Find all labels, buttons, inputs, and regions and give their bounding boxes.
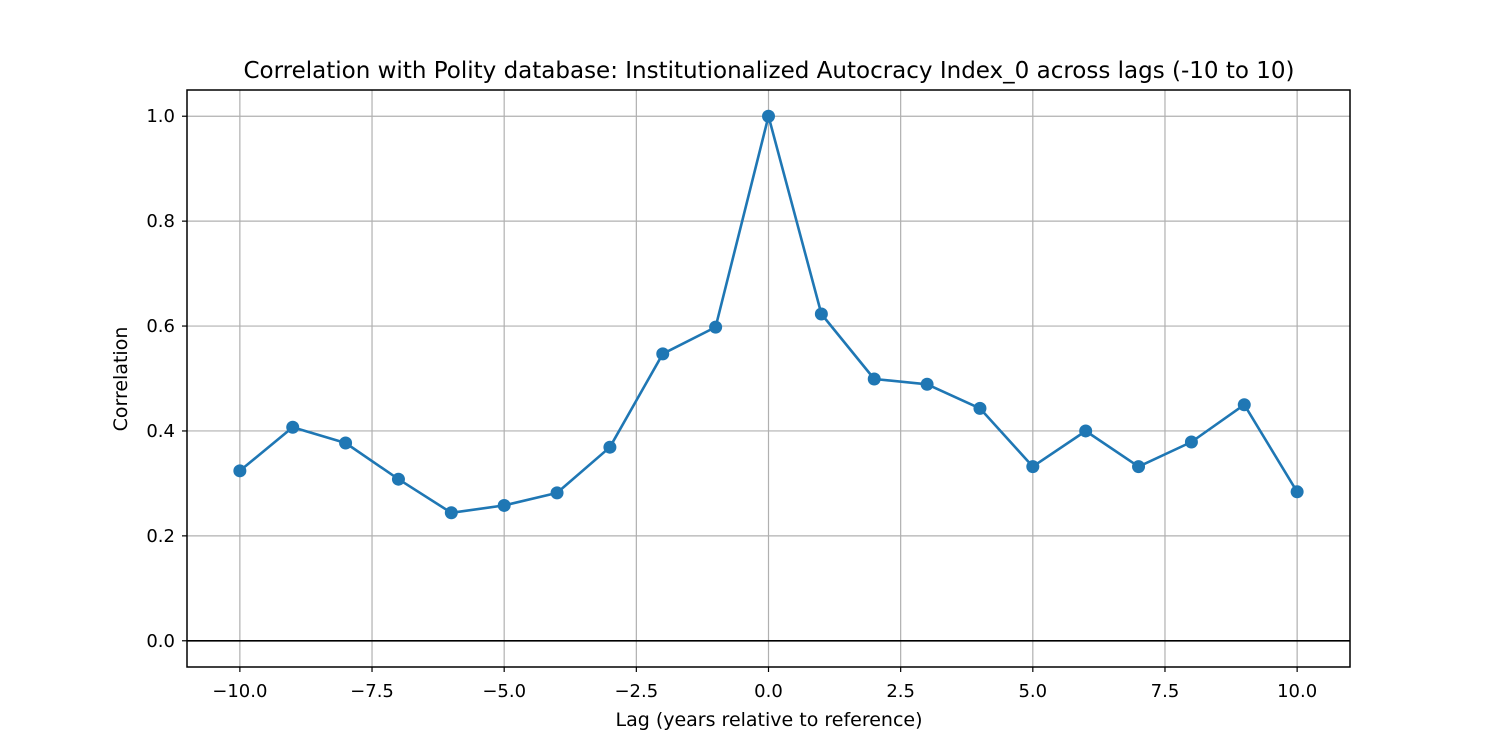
data-point bbox=[603, 440, 617, 454]
data-point bbox=[339, 436, 353, 450]
x-tick-label: 2.5 bbox=[886, 681, 915, 702]
data-point bbox=[867, 372, 881, 386]
x-axis: −10.0 −7.5 −5.0 −2.5 0.0 2.5 5.0 7.5 10.0 bbox=[212, 667, 1317, 702]
data-point bbox=[1290, 485, 1304, 499]
y-tick-label: 0.0 bbox=[146, 631, 175, 652]
x-tick-label: −2.5 bbox=[614, 681, 658, 702]
data-point bbox=[444, 506, 458, 520]
y-tick-label: 0.4 bbox=[146, 421, 175, 442]
data-point bbox=[1132, 460, 1146, 474]
data-point bbox=[550, 486, 564, 500]
data-point bbox=[762, 109, 775, 123]
data-point bbox=[1079, 424, 1093, 438]
x-tick-label: −5.0 bbox=[482, 681, 526, 702]
y-tick-label: 0.6 bbox=[146, 316, 175, 337]
data-point bbox=[920, 377, 934, 391]
chart-title: Correlation with Polity database: Instit… bbox=[243, 58, 1294, 84]
data-point bbox=[973, 401, 987, 415]
x-tick-label: 0.0 bbox=[754, 681, 783, 702]
series-layer bbox=[233, 109, 1304, 520]
data-point bbox=[286, 420, 300, 434]
data-point bbox=[656, 347, 670, 361]
x-tick-label: 7.5 bbox=[1151, 681, 1180, 702]
x-tick-label: 10.0 bbox=[1277, 681, 1317, 702]
y-tick-label: 1.0 bbox=[146, 106, 175, 127]
y-axis: 0.0 0.2 0.4 0.6 0.8 1.0 bbox=[146, 106, 187, 652]
x-tick-label: 5.0 bbox=[1018, 681, 1047, 702]
y-axis-label: Correlation bbox=[110, 327, 132, 432]
y-tick-label: 0.8 bbox=[146, 211, 175, 232]
data-point bbox=[233, 464, 247, 478]
data-point bbox=[814, 307, 828, 321]
data-point bbox=[1184, 435, 1198, 449]
x-tick-label: −7.5 bbox=[350, 681, 394, 702]
data-point bbox=[391, 472, 405, 486]
data-point bbox=[1026, 460, 1040, 474]
x-axis-label: Lag (years relative to reference) bbox=[615, 709, 922, 731]
data-point bbox=[1237, 398, 1251, 412]
data-point bbox=[497, 498, 511, 512]
data-point bbox=[709, 320, 723, 334]
x-tick-label: −10.0 bbox=[212, 681, 267, 702]
y-tick-label: 0.2 bbox=[146, 526, 175, 547]
